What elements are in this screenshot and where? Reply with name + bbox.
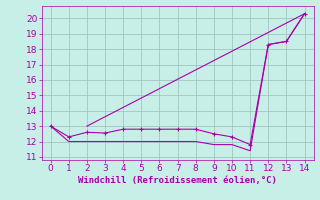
X-axis label: Windchill (Refroidissement éolien,°C): Windchill (Refroidissement éolien,°C) [78, 176, 277, 185]
